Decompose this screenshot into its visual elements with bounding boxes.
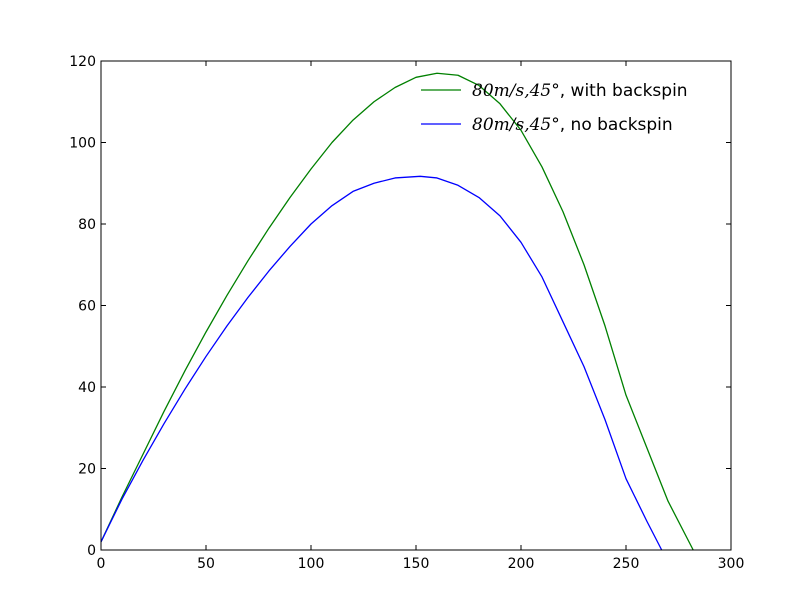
y-tick-labels: 0 20 40 60 80 100 120 — [69, 54, 96, 559]
legend-label-with-backspin: 80m/s,45°, with backspin — [472, 81, 688, 101]
x-tick-label: 50 — [197, 556, 215, 572]
x-tick-label: 250 — [613, 556, 640, 572]
x-tick-label: 300 — [718, 556, 745, 572]
legend-math-with-backspin: 80m/s,45° — [472, 81, 560, 101]
legend: 80m/s,45°, with backspin 80m/s,45°, no b… — [421, 81, 688, 135]
y-tick-label: 80 — [78, 217, 96, 233]
y-tick-label: 40 — [78, 380, 96, 396]
series-line-with-backspin — [100, 72, 694, 551]
axis-ticks — [100, 60, 732, 551]
y-tick-label: 20 — [78, 462, 96, 478]
x-tick-label: 100 — [298, 556, 325, 572]
x-tick-label: 200 — [508, 556, 535, 572]
x-tick-label: 0 — [97, 556, 106, 572]
series-lines — [100, 72, 694, 551]
x-tick-labels: 0 50 100 150 200 250 300 — [97, 556, 745, 572]
y-tick-label: 100 — [69, 136, 96, 152]
legend-suffix-no-backspin: , no backspin — [560, 115, 673, 135]
y-tick-label: 120 — [69, 54, 96, 70]
legend-math-no-backspin: 80m/s,45° — [472, 115, 560, 135]
x-tick-label: 150 — [403, 556, 430, 572]
y-tick-label: 0 — [87, 543, 96, 559]
legend-suffix-with-backspin: , with backspin — [560, 81, 688, 101]
series-line-no-backspin — [100, 175, 663, 551]
y-tick-label: 60 — [78, 299, 96, 315]
legend-label-no-backspin: 80m/s,45°, no backspin — [472, 115, 673, 135]
